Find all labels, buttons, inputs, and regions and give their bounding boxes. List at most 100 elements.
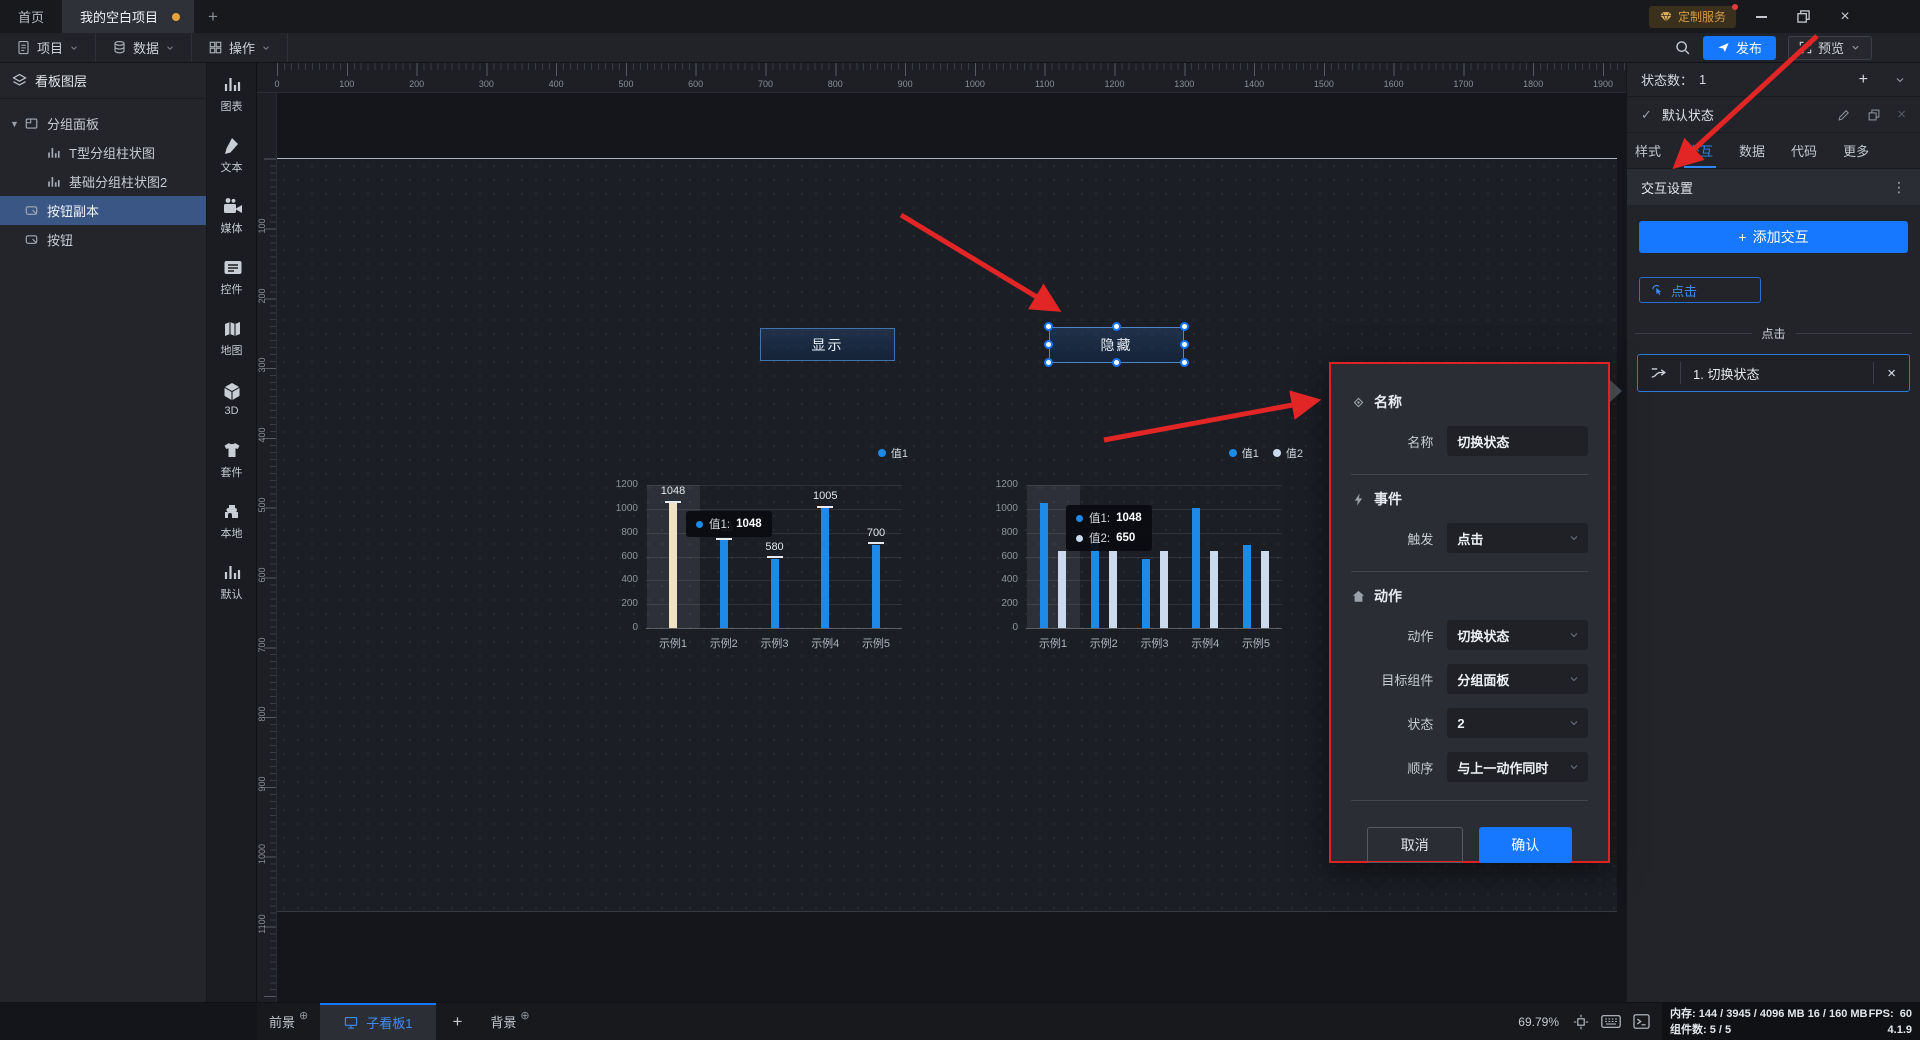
fit-screen-icon[interactable] [1573,1014,1589,1030]
edit-pencil-icon[interactable] [1837,108,1851,122]
tab-更多[interactable]: 更多 [1843,144,1870,159]
legend-entry[interactable]: 值2 [1272,445,1303,461]
toolbox-item[interactable]: 本地 [207,490,256,551]
selection-handle[interactable] [1112,322,1121,331]
state-count-label: 状态数： [1641,73,1694,88]
click-event-badge[interactable]: 点击 [1639,277,1761,303]
cancel-button[interactable]: 取消 [1367,827,1463,863]
add-state-button[interactable]: + [1858,70,1868,88]
basic-grouped-bar-chart[interactable]: 值1 值2 0 200 400 600 800 1000 1200 示例1 示例2 示例3 示例4 示例5… [990,445,1305,657]
legend-entry[interactable]: 值1 [1228,445,1259,461]
foreground-tab[interactable]: 前景 ⊕ [257,1003,320,1040]
window-minimize-button[interactable] [1744,0,1778,33]
selection-handle[interactable] [1180,358,1189,367]
bar[interactable] [1141,558,1150,628]
interaction-item[interactable]: 1. 切换状态 × [1637,354,1910,392]
bar[interactable] [770,558,779,628]
select-dropdown[interactable]: 点击 [1447,523,1588,553]
chevron-down-icon [1570,677,1578,682]
hide-button-widget[interactable]: 隐藏 [1049,327,1184,363]
toolbox-item[interactable]: 媒体 [207,185,256,246]
bar[interactable] [669,503,677,628]
add-board-button[interactable]: + [452,1011,463,1031]
selection-handle[interactable] [1044,340,1053,349]
remove-interaction-icon[interactable]: × [1887,364,1896,382]
add-interaction-button[interactable]: + 添加交互 [1639,221,1908,253]
text-input[interactable]: 切换状态 [1447,426,1588,456]
bar[interactable] [719,540,728,628]
keyboard-icon[interactable] [1601,1014,1621,1029]
toolbox-item-label: 3D [224,404,239,417]
tab-project[interactable]: 我的空白项目 [62,0,195,33]
bar[interactable] [821,508,830,628]
check-icon: ✓ [1641,106,1652,122]
duplicate-icon[interactable] [1867,108,1881,122]
tab-样式[interactable]: 样式 [1635,144,1662,159]
bar[interactable] [1058,550,1066,628]
menu-item-1[interactable]: 数据 [96,33,193,62]
toolbox-item[interactable]: 套件 [207,429,256,490]
toolbox-item[interactable]: 图表 [207,63,256,124]
tab-home[interactable]: 首页 [0,0,62,33]
select-dropdown[interactable]: 2 [1447,708,1588,738]
menu-item-0[interactable]: 项目 [0,33,97,62]
kebab-menu-icon[interactable]: ⋮ [1892,178,1906,195]
selection-handle[interactable] [1044,322,1053,331]
window-restore-button[interactable] [1786,0,1820,33]
subboard-tab[interactable]: 子看板1 [320,1003,437,1040]
t-grouped-bar-chart[interactable]: 值10200400600800100012001048示例1735示例2580示… [610,445,910,657]
tab-代码[interactable]: 代码 [1791,144,1818,159]
window-close-button[interactable]: × [1828,0,1862,33]
selection-handle[interactable] [1112,358,1121,367]
toolbox-item[interactable]: 默认 [207,551,256,612]
legend-entry[interactable]: 值1 [877,445,908,461]
layer-item[interactable]: T型分组柱状图 [0,138,206,167]
layer-item[interactable]: 按钮副本 [0,196,206,225]
menu-item-2[interactable]: 操作 [192,33,289,62]
terminal-icon[interactable] [1633,1014,1650,1029]
x-axis-label: 示例2 [709,638,738,650]
value-label: 700 [866,526,886,539]
show-button-widget[interactable]: 显示 [760,328,895,361]
confirm-button[interactable]: 确认 [1478,827,1572,863]
toolbox-item[interactable]: 3D [207,368,256,429]
interaction-edit-modal: 名称 名称 切换状态 事件 触发 点击 动作 动作 切换状态 目标组件 分组面板 状态 2 顺序 与上一动作… [1329,362,1622,863]
bar[interactable] [1243,544,1251,628]
bar[interactable] [1210,550,1219,628]
circle-plus-icon[interactable]: ⊕ [299,1010,309,1022]
bar[interactable] [1261,550,1269,628]
toolbox-item[interactable]: 地图 [207,307,256,368]
expand-arrow-icon[interactable]: ▼ [10,118,19,129]
select-dropdown[interactable]: 切换状态 [1447,620,1588,650]
default-state-row[interactable]: ✓ 默认状态 × [1627,97,1920,133]
tab-数据[interactable]: 数据 [1739,144,1766,159]
select-dropdown[interactable]: 与上一动作同时 [1447,752,1588,782]
new-tab-button[interactable]: + [194,0,232,33]
toolbox-item[interactable]: 文本 [207,124,256,185]
publish-button[interactable]: 发布 [1702,35,1776,60]
selection-handle[interactable] [1180,340,1189,349]
toolbox-item[interactable]: 控件 [207,246,256,307]
delete-state-icon[interactable]: × [1897,106,1906,123]
bar[interactable] [1192,508,1201,628]
bar[interactable] [872,544,880,628]
tab-交互[interactable]: 交互 [1684,133,1717,168]
hide-button-selection[interactable]: 隐藏 [1043,321,1190,369]
search-icon[interactable] [1674,39,1691,56]
bar[interactable] [1108,550,1117,628]
bar[interactable] [1040,503,1048,628]
layer-item[interactable]: 基础分组柱状图2 [0,167,206,196]
select-dropdown[interactable]: 分组面板 [1447,664,1588,694]
preview-button[interactable]: 预览 [1787,35,1872,60]
background-tab[interactable]: 背景 ⊕ [478,1003,541,1040]
zoom-level[interactable]: 69.79% [1518,1014,1559,1029]
layer-item[interactable]: 按钮 [0,225,206,254]
chevron-down-icon[interactable] [1894,74,1906,86]
selection-handle[interactable] [1180,322,1189,331]
selection-handle[interactable] [1044,358,1053,367]
custom-service-badge[interactable]: 定制服务 [1648,3,1738,28]
bar[interactable] [1090,540,1099,628]
circle-plus-icon[interactable]: ⊕ [520,1010,530,1022]
bar[interactable] [1159,550,1168,628]
layer-item[interactable]: ▼ 分组面板 [0,109,206,138]
